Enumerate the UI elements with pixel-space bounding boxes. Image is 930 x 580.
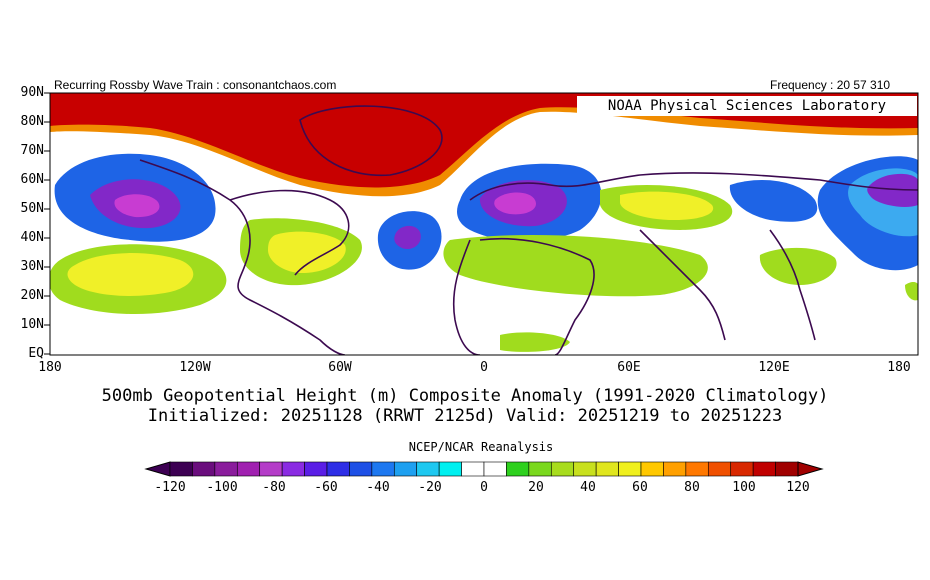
colorbar-swatch [236, 461, 261, 477]
lon-label: 120W [179, 360, 211, 375]
coastlines [139, 105, 918, 355]
lab-label: NOAA Physical Sciences Laboratory [577, 96, 917, 116]
colorbar-label: -40 [366, 480, 390, 495]
colorbar-swatch [640, 461, 664, 477]
header-left-text: Recurring Rossby Wave Train : consonantc… [54, 78, 337, 92]
colorbar-swatch [618, 461, 642, 477]
lon-label: 180 [887, 360, 911, 375]
colorbar-swatch [483, 461, 507, 477]
header-frequency-text: Frequency : 20 57 310 [770, 78, 891, 92]
colorbar-arrow-low [144, 461, 171, 477]
colorbar-swatch [169, 461, 193, 477]
colorbar-swatch [595, 461, 619, 477]
colorbar-swatch [214, 461, 238, 477]
lon-label: 0 [480, 360, 488, 375]
colorbar [144, 461, 824, 477]
colorbar-swatch [730, 461, 754, 477]
colorbar-swatch [775, 461, 799, 477]
colorbar-swatch [349, 461, 373, 477]
colorbar-swatch [461, 461, 485, 477]
map-subtitle: Initialized: 20251128 (RRWT 2125d) Valid… [147, 406, 783, 426]
lon-label: 180 [38, 360, 62, 375]
colorbar-swatch [304, 461, 328, 477]
lat-label: 40N [20, 230, 44, 245]
colorbar-arrow-high [797, 461, 824, 477]
colorbar-swatch [506, 461, 530, 477]
colorbar-swatch [371, 461, 395, 477]
colorbar-label: 60 [632, 480, 648, 495]
colorbar-label: -100 [206, 480, 238, 495]
colorbar-swatch [192, 461, 216, 477]
lat-label: 20N [20, 288, 44, 303]
colorbar-swatch [663, 461, 687, 477]
lat-label: EQ [28, 346, 44, 361]
colorbar-label: 80 [684, 480, 700, 495]
colorbar-swatch [416, 461, 440, 477]
colorbar-swatch [685, 461, 709, 477]
lat-label: 10N [20, 317, 44, 332]
colorbar-label: 120 [786, 480, 810, 495]
axis-ticks [44, 92, 50, 355]
colorbar-swatch [438, 461, 462, 477]
map-title: 500mb Geopotential Height (m) Composite … [101, 386, 829, 406]
colorbar-label: -120 [154, 480, 186, 495]
lat-label: 70N [20, 143, 44, 158]
colorbar-swatch [259, 461, 283, 477]
colorbar-swatch [393, 461, 418, 477]
colorbar-label: 100 [732, 480, 756, 495]
colorbar-swatch [707, 461, 732, 477]
colorbar-swatch [528, 461, 552, 477]
lat-label: 80N [20, 114, 44, 129]
colorbar-label: 40 [580, 480, 596, 495]
colorbar-swatch [281, 461, 305, 477]
lat-label: 30N [20, 259, 44, 274]
lon-label: 60W [328, 360, 352, 375]
negative-anomaly-west-pacific [729, 180, 818, 222]
lat-label: 50N [20, 201, 44, 216]
colorbar-label: 0 [480, 480, 488, 495]
colorbar-swatch [752, 461, 776, 477]
anomaly-field [50, 93, 918, 352]
data-source: NCEP/NCAR Reanalysis [408, 440, 554, 454]
lat-label: 90N [20, 85, 44, 100]
lon-label: 60E [617, 360, 641, 375]
colorbar-label: -60 [314, 480, 338, 495]
colorbar-swatch [573, 461, 597, 477]
colorbar-label: -20 [418, 480, 442, 495]
colorbar-swatch [326, 461, 350, 477]
lon-label: 120E [758, 360, 790, 375]
lat-label: 60N [20, 172, 44, 187]
colorbar-label: 20 [528, 480, 544, 495]
colorbar-swatch [550, 461, 575, 477]
colorbar-label: -80 [262, 480, 286, 495]
